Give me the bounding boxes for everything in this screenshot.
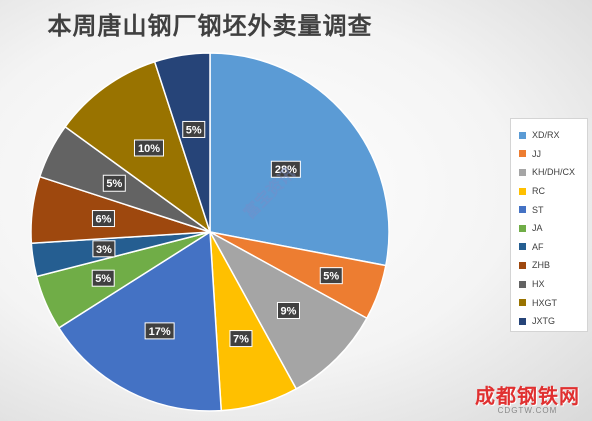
legend-swatch bbox=[519, 261, 526, 269]
legend-item-af: AF bbox=[519, 238, 587, 257]
svg-text:9%: 9% bbox=[281, 305, 297, 317]
data-label-af: 3% bbox=[92, 240, 116, 258]
legend-item-hx: HX bbox=[519, 275, 587, 294]
data-label-jxtg: 5% bbox=[182, 120, 206, 138]
data-label-hxgt: 10% bbox=[133, 139, 164, 157]
legend-swatch bbox=[519, 168, 526, 176]
svg-text:6%: 6% bbox=[95, 214, 111, 226]
legend-swatch bbox=[519, 280, 526, 288]
legend-label: JA bbox=[532, 223, 543, 234]
pie-slice-xd-rx bbox=[209, 52, 390, 267]
legend-item-jj: JJ bbox=[519, 145, 587, 164]
legend-item-ja: JA bbox=[519, 219, 587, 238]
data-label-st: 17% bbox=[144, 322, 175, 340]
data-label-ja: 5% bbox=[91, 269, 115, 287]
legend-item-zhb: ZHB bbox=[519, 256, 587, 275]
data-label-kh-dh-cx: 9% bbox=[276, 301, 300, 319]
chart-title: 本周唐山钢厂钢坯外卖量调查 bbox=[47, 12, 373, 40]
legend-label: HX bbox=[532, 279, 545, 290]
svg-text:7%: 7% bbox=[233, 334, 249, 346]
legend-swatch bbox=[519, 224, 526, 232]
legend-swatch bbox=[519, 187, 526, 195]
svg-text:28%: 28% bbox=[275, 164, 297, 176]
svg-text:5%: 5% bbox=[106, 178, 122, 190]
svg-text:5%: 5% bbox=[186, 124, 202, 136]
site-logo: 成都钢铁网 CDGTW.COM bbox=[475, 380, 580, 415]
legend-label: HXGT bbox=[532, 297, 558, 308]
data-label-zhb: 6% bbox=[91, 210, 115, 228]
legend-label: KH/DH/CX bbox=[532, 167, 576, 178]
legend-swatch bbox=[519, 131, 526, 139]
legend-item-rc: RC bbox=[519, 182, 587, 201]
legend-label: JXTG bbox=[532, 316, 556, 327]
svg-text:5%: 5% bbox=[95, 273, 111, 285]
legend-label: ZHB bbox=[532, 260, 550, 271]
legend-item-hxgt: HXGT bbox=[519, 293, 587, 312]
site-logo-text: 成都钢铁网 bbox=[475, 384, 580, 408]
data-label-xd-rx: 28% bbox=[270, 160, 301, 178]
legend-label: RC bbox=[532, 186, 545, 197]
data-label-rc: 7% bbox=[229, 330, 253, 348]
legend-label: ST bbox=[532, 204, 544, 215]
legend-label: XD/RX bbox=[532, 130, 560, 141]
data-label-jj: 5% bbox=[319, 267, 343, 285]
svg-text:10%: 10% bbox=[138, 143, 160, 155]
legend-swatch bbox=[519, 206, 526, 214]
chart-legend: XD/RX JJ KH/DH/CX RC ST JA AF ZHB HX HXGT JXTG bbox=[510, 118, 588, 332]
legend-item-st: ST bbox=[519, 200, 587, 219]
site-logo-subtext: CDGTW.COM bbox=[497, 406, 558, 415]
legend-item-kh-dh-cx: KH/DH/CX bbox=[519, 163, 587, 182]
data-label-hx: 5% bbox=[102, 174, 126, 192]
legend-item-jxtg: JXTG bbox=[519, 312, 587, 331]
legend-label: JJ bbox=[532, 148, 541, 159]
legend-swatch bbox=[519, 150, 526, 158]
pie-slice-jxtg bbox=[153, 52, 211, 233]
legend-label: AF bbox=[532, 241, 544, 252]
legend-swatch bbox=[519, 317, 526, 325]
legend-swatch bbox=[519, 299, 526, 307]
pie-slice-st bbox=[57, 230, 223, 412]
legend-swatch bbox=[519, 243, 526, 251]
svg-text:5%: 5% bbox=[323, 271, 339, 283]
svg-text:3%: 3% bbox=[96, 244, 112, 256]
legend-item-xd-rx: XD/RX bbox=[519, 126, 587, 145]
svg-text:17%: 17% bbox=[149, 326, 171, 338]
